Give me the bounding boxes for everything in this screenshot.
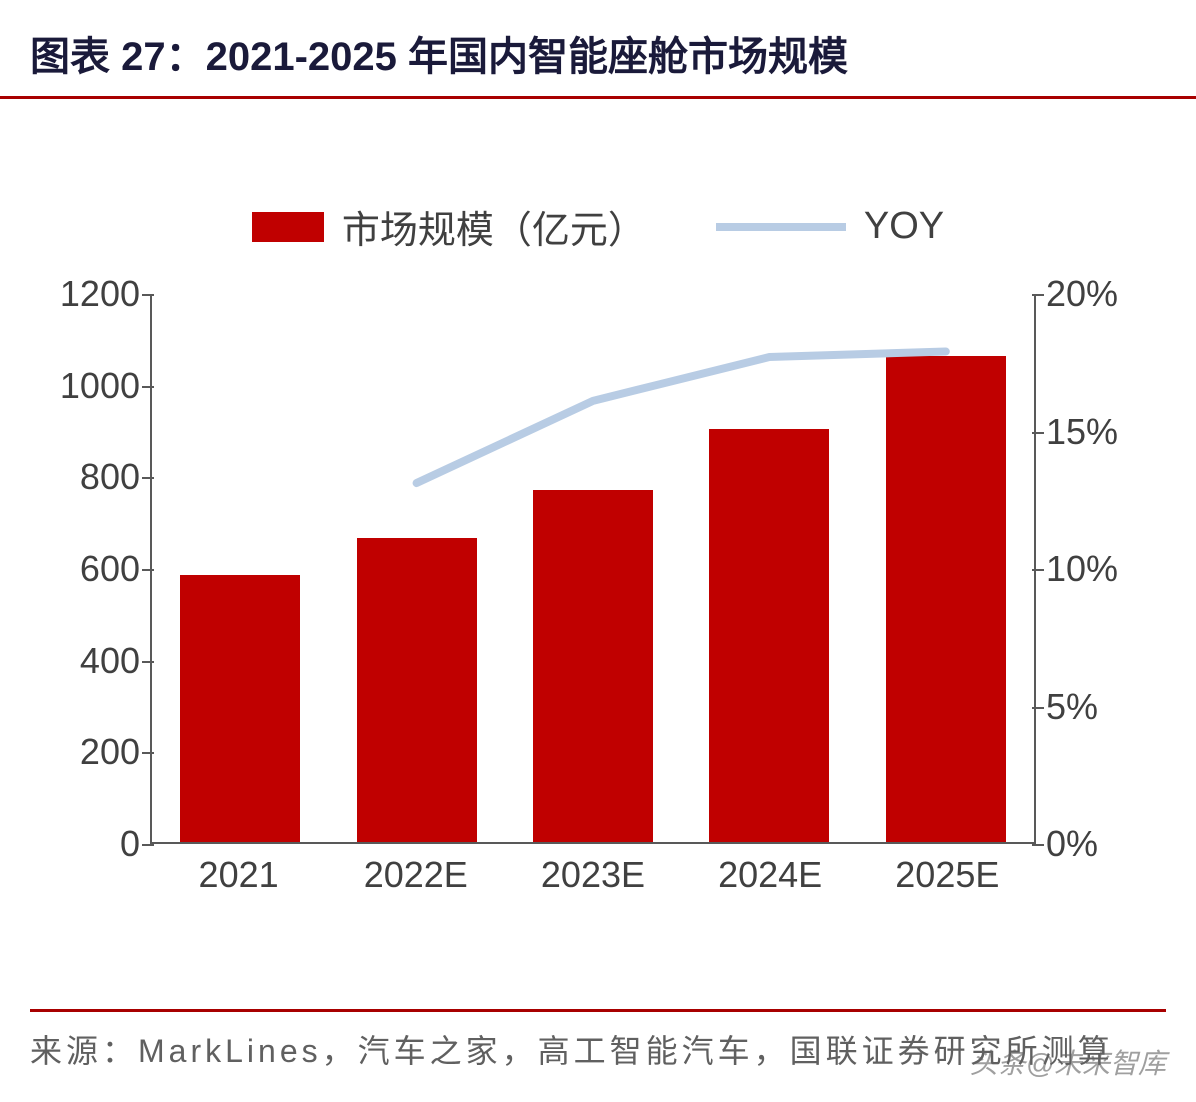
plot-inner — [150, 294, 1036, 844]
y-right-tick: 0% — [1046, 826, 1098, 862]
bar — [357, 538, 477, 842]
bars-group — [152, 294, 1034, 842]
source-text: 来源：MarkLines，汽车之家，高工智能汽车，国联证券研究所测算 — [30, 1026, 1114, 1072]
y-left-tick: 800 — [80, 459, 140, 495]
x-tick-label: 2023E — [513, 854, 673, 914]
chart-title: 图表 27：2021-2025 年国内智能座舱市场规模 — [30, 24, 1166, 82]
y-left-tick: 600 — [80, 551, 140, 587]
legend-label-line: YOY — [864, 205, 944, 248]
y-axis-right: 20%15%10%5%0% — [1046, 294, 1166, 844]
x-axis-labels: 2021 2022E 2023E 2024E 2025E — [150, 854, 1036, 914]
bar — [886, 356, 1006, 842]
y-right-tick: 20% — [1046, 276, 1118, 312]
y-left-tick: 1000 — [60, 368, 140, 404]
x-tick-label: 2024E — [690, 854, 850, 914]
watermark-text: 头条@未来智库 — [970, 1042, 1166, 1082]
bar — [533, 490, 653, 842]
bar — [709, 429, 829, 842]
x-tick-label: 2021 — [159, 854, 319, 914]
y-right-tick: 10% — [1046, 551, 1118, 587]
y-axis-left: 120010008006004002000 — [30, 294, 140, 844]
x-tick-label: 2025E — [867, 854, 1027, 914]
legend: 市场规模（亿元） YOY — [30, 199, 1166, 254]
y-left-tick: 200 — [80, 734, 140, 770]
y-left-tick: 0 — [120, 826, 140, 862]
bar — [180, 575, 300, 842]
legend-label-bar: 市场规模（亿元） — [342, 199, 646, 254]
x-tick-label: 2022E — [336, 854, 496, 914]
footer-rule — [30, 1009, 1166, 1012]
y-left-tick: 1200 — [60, 276, 140, 312]
legend-swatch-line — [716, 223, 846, 231]
plot-region: 120010008006004002000 20%15%10%5%0% 2021… — [150, 294, 1036, 914]
legend-swatch-bar — [252, 212, 324, 242]
y-right-tick: 5% — [1046, 689, 1098, 725]
y-right-tick: 15% — [1046, 414, 1118, 450]
legend-item-bar: 市场规模（亿元） — [252, 199, 646, 254]
legend-item-line: YOY — [716, 205, 944, 248]
title-bar: 图表 27：2021-2025 年国内智能座舱市场规模 — [0, 0, 1196, 99]
chart-area: 市场规模（亿元） YOY 120010008006004002000 20%15… — [30, 199, 1166, 1079]
figure-container: 图表 27：2021-2025 年国内智能座舱市场规模 市场规模（亿元） YOY… — [0, 0, 1196, 1102]
y-left-tick: 400 — [80, 643, 140, 679]
